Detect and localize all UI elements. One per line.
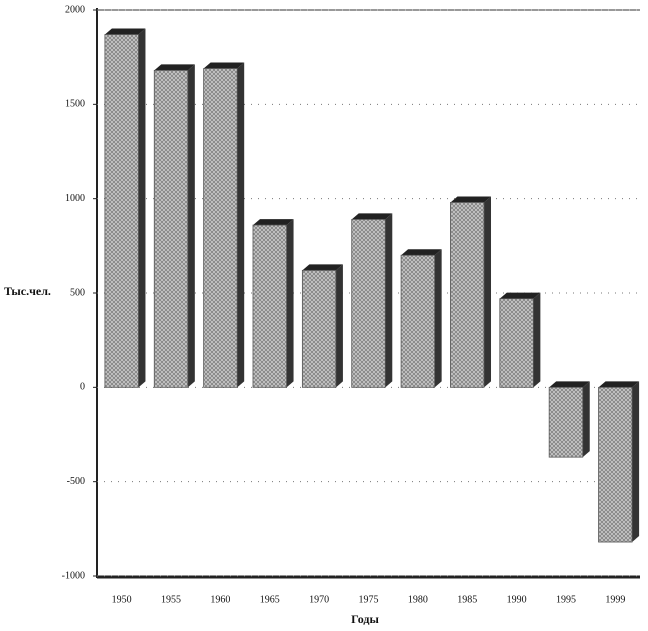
x-tick-label: 1960 bbox=[210, 594, 230, 605]
y-tick-label: -500 bbox=[67, 476, 85, 487]
bar-top bbox=[450, 196, 492, 203]
bar-top bbox=[401, 249, 442, 256]
x-tick-label: 1955 bbox=[161, 594, 181, 605]
bar-side bbox=[237, 62, 245, 388]
y-tick-label: 2000 bbox=[65, 4, 85, 15]
bar-top bbox=[154, 64, 195, 71]
bar bbox=[104, 34, 139, 388]
bar bbox=[252, 224, 287, 388]
bar-side bbox=[434, 249, 442, 388]
bar bbox=[153, 69, 189, 388]
x-tick-label: 1950 bbox=[112, 594, 132, 605]
bar bbox=[203, 68, 238, 388]
bar-top bbox=[351, 213, 393, 220]
y-tick-label: 500 bbox=[70, 287, 85, 298]
x-tick-label: 1980 bbox=[408, 594, 428, 605]
bar-top bbox=[499, 292, 541, 299]
x-tick-label: 1985 bbox=[457, 594, 477, 605]
bar-side bbox=[385, 213, 393, 388]
bar bbox=[598, 386, 633, 543]
y-tick-label: 1500 bbox=[65, 99, 85, 110]
x-tick-label: 1999 bbox=[605, 594, 625, 605]
bar bbox=[400, 254, 436, 388]
x-tick-label: 1965 bbox=[260, 594, 280, 605]
bar-side bbox=[335, 264, 343, 388]
y-tick-label: 1000 bbox=[65, 193, 85, 204]
y-tick-label: 0 bbox=[80, 382, 85, 393]
bar-top bbox=[598, 381, 640, 388]
y-axis-label: Тыс.чел. bbox=[4, 284, 51, 298]
bar bbox=[450, 202, 485, 388]
y-tick-label: -1000 bbox=[62, 570, 85, 581]
bar-side bbox=[187, 64, 195, 388]
bar-top bbox=[549, 381, 590, 388]
x-axis-label: Годы bbox=[351, 612, 379, 626]
bar-side bbox=[533, 292, 541, 388]
bar-side bbox=[484, 196, 492, 388]
bar-side bbox=[632, 381, 640, 543]
bar-side bbox=[582, 381, 590, 458]
bar-top bbox=[252, 219, 294, 226]
bar bbox=[301, 269, 337, 388]
bar bbox=[548, 386, 584, 458]
bar bbox=[499, 298, 534, 388]
bar-top bbox=[203, 62, 245, 69]
x-tick-label: 1995 bbox=[556, 594, 576, 605]
bar-top bbox=[104, 28, 146, 35]
bar-side bbox=[138, 28, 146, 388]
x-tick-label: 1990 bbox=[507, 594, 527, 605]
bar bbox=[351, 219, 386, 388]
x-tick-label: 1970 bbox=[309, 594, 329, 605]
bar-top bbox=[302, 264, 343, 271]
x-tick-label: 1975 bbox=[359, 594, 379, 605]
bar-side bbox=[286, 219, 294, 388]
